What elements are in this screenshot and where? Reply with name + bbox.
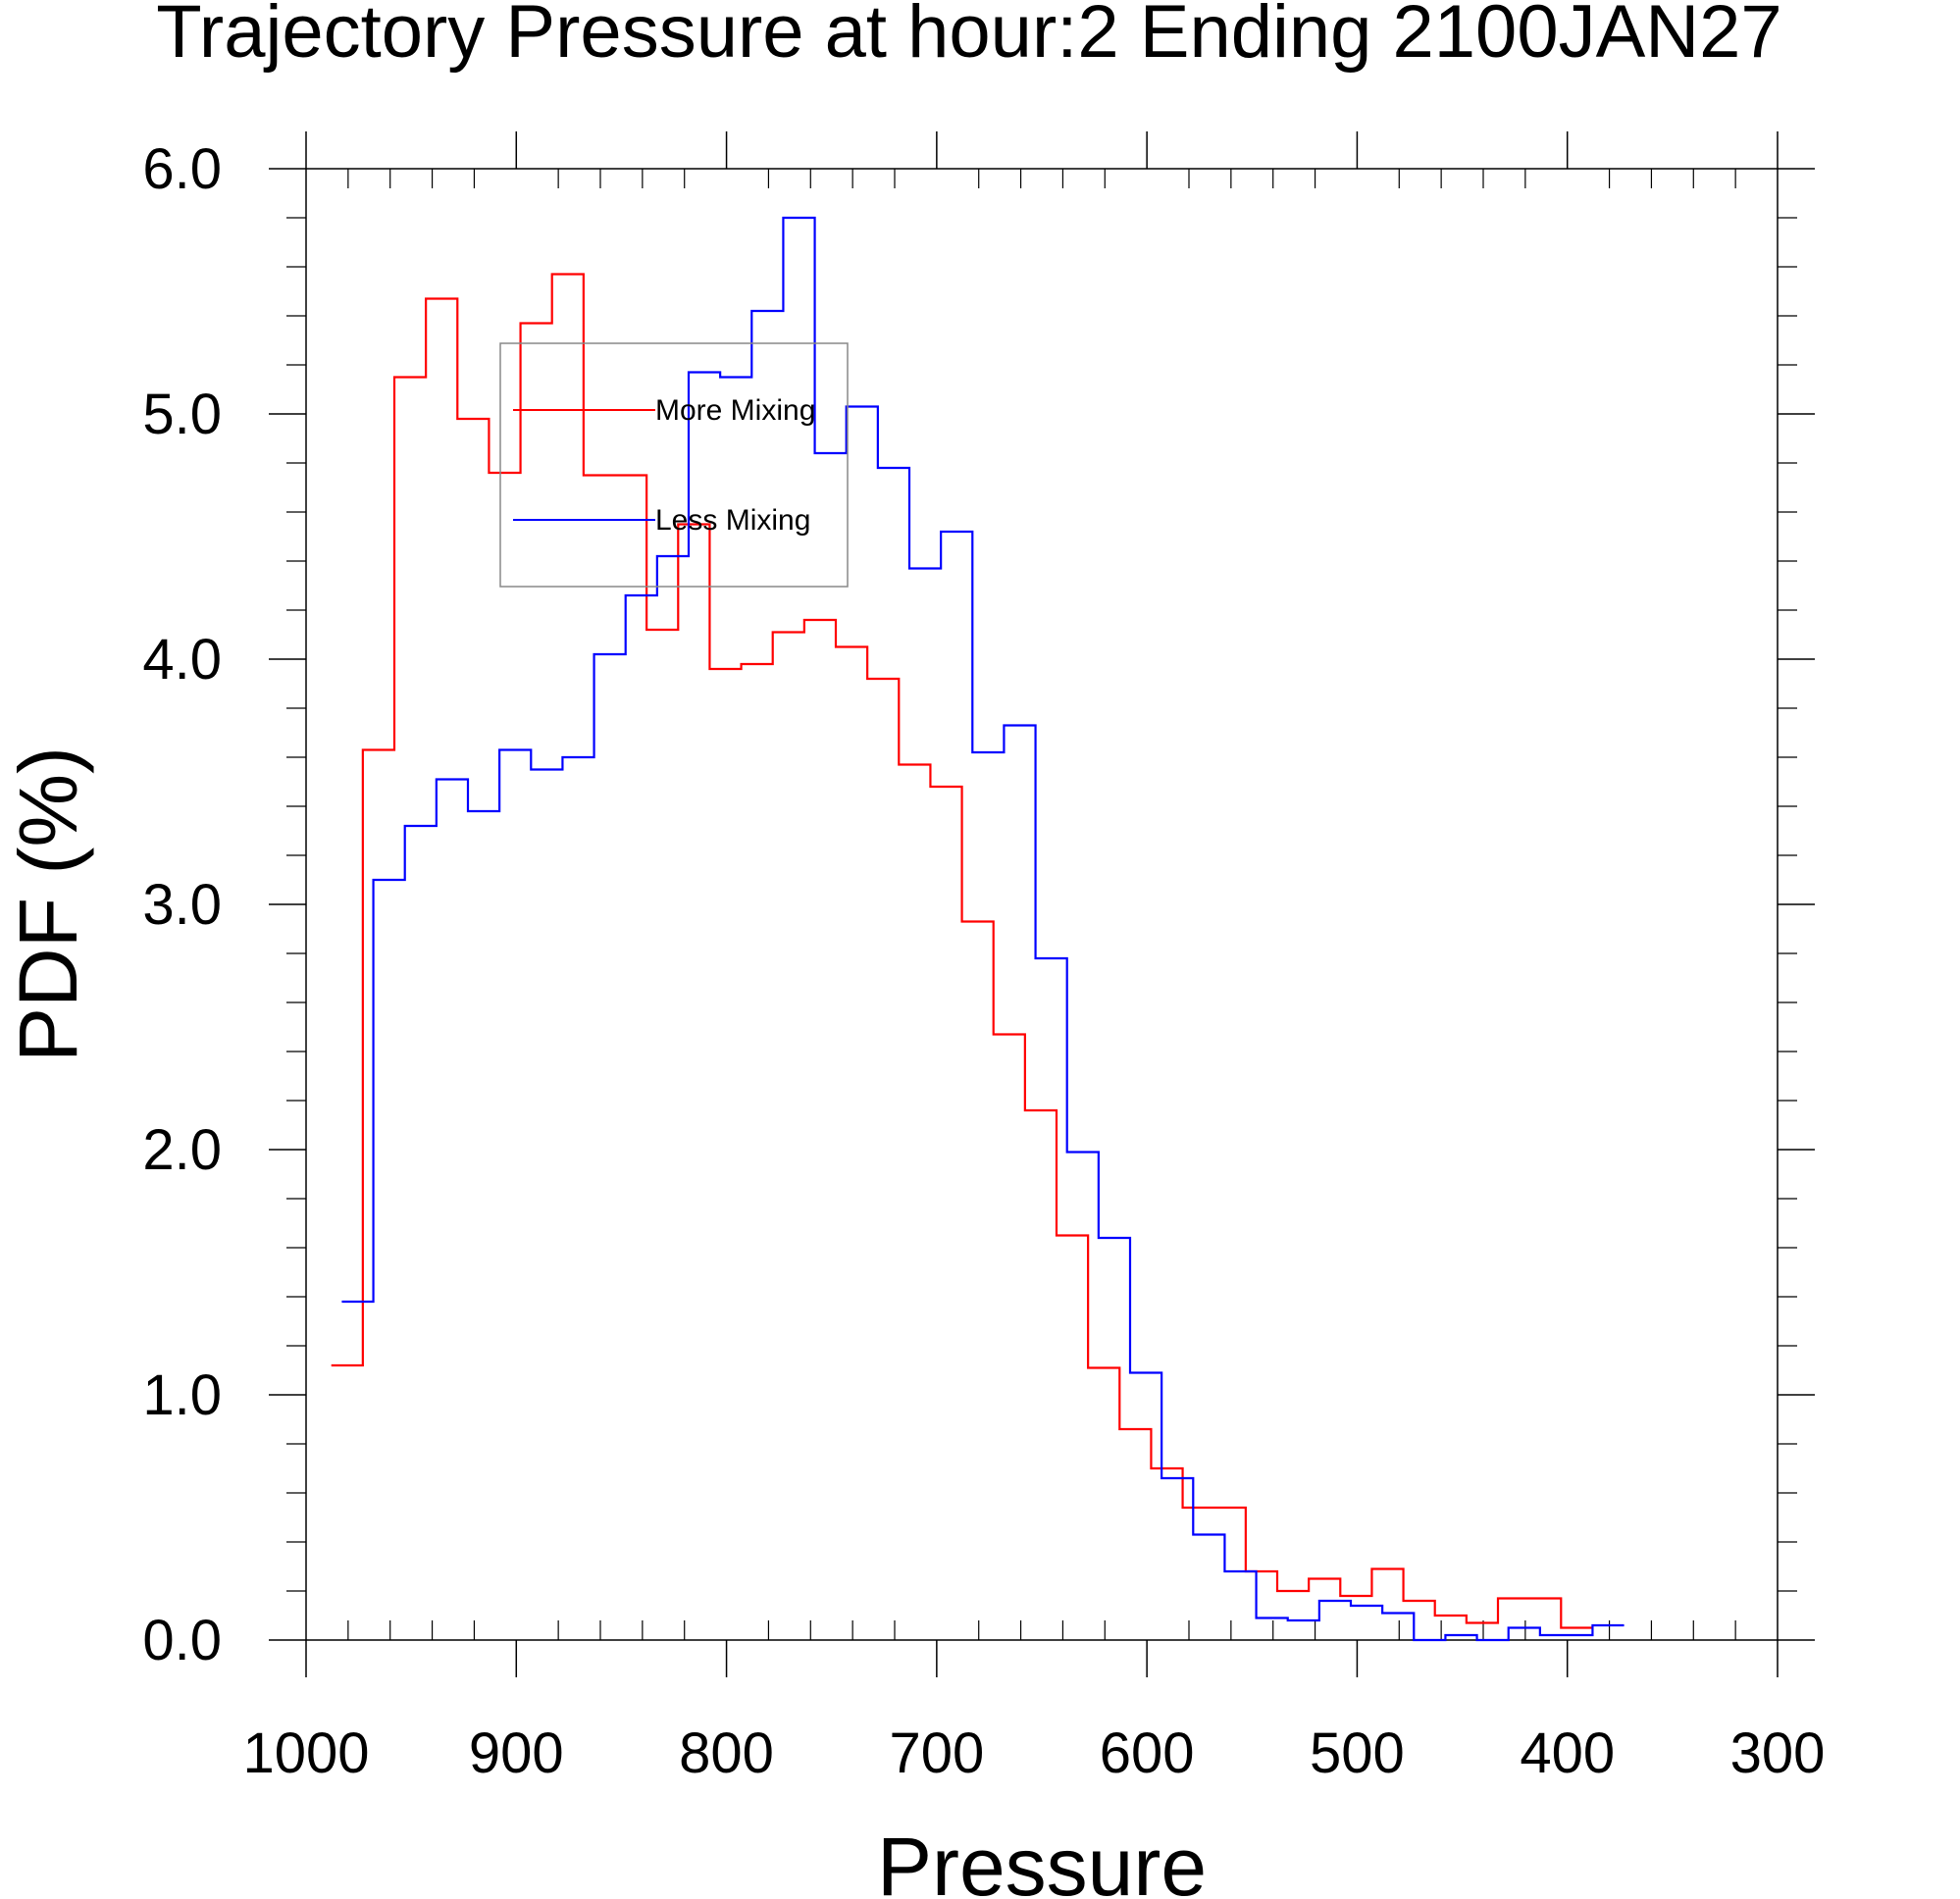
series-line-less-mixing	[341, 216, 1625, 1642]
x-tick-label: 500	[1310, 1721, 1405, 1785]
axis-tick-labels: 1000 900 800 700 600 500 400 300 0.0 1.0 2.0 3.0 4.0…	[142, 137, 1825, 1785]
x-tick-label: 300	[1730, 1721, 1826, 1785]
x-axis-title: Pressure	[877, 1821, 1207, 1899]
legend: More Mixing Less Mixing	[499, 342, 849, 588]
x-tick-label: 700	[889, 1721, 984, 1785]
series-group	[331, 216, 1625, 1642]
x-tick-label: 1000	[242, 1721, 369, 1785]
x-tick-label: 800	[679, 1721, 774, 1785]
y-tick-label: 3.0	[142, 873, 222, 937]
plot-frame	[305, 168, 1779, 1641]
legend-label-less-mixing: Less Mixing	[655, 504, 810, 537]
legend-label-more-mixing: More Mixing	[655, 394, 815, 427]
x-tick-label: 600	[1100, 1721, 1195, 1785]
legend-box	[499, 342, 849, 588]
x-tick-label: 400	[1520, 1721, 1615, 1785]
y-tick-label: 1.0	[142, 1363, 222, 1427]
axis-ticks	[269, 131, 1815, 1677]
y-tick-label: 4.0	[142, 628, 222, 692]
y-tick-label: 6.0	[142, 137, 222, 201]
x-tick-label: 900	[469, 1721, 564, 1785]
y-axis-title: PDF (%)	[2, 746, 94, 1062]
y-tick-label: 0.0	[142, 1609, 222, 1672]
y-tick-label: 2.0	[142, 1118, 222, 1182]
y-tick-label: 5.0	[142, 383, 222, 446]
series-line-more-mixing	[331, 273, 1593, 1629]
chart-title: Trajectory Pressure at hour:2 Ending 210…	[156, 0, 1781, 74]
